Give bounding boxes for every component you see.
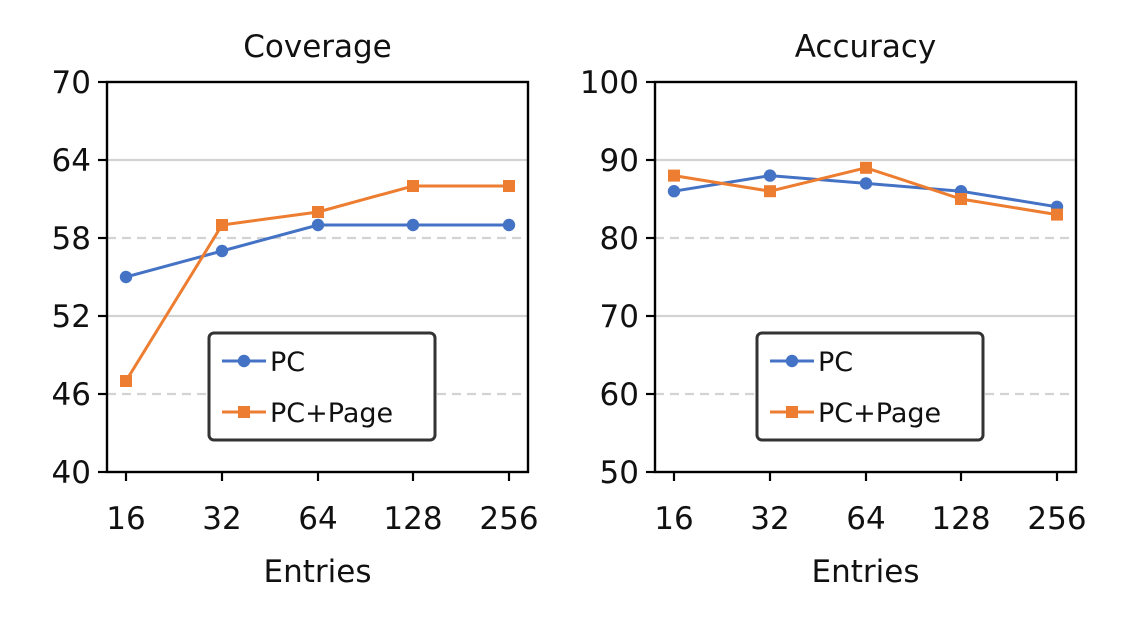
x-tick-label: 256 xyxy=(1027,501,1086,537)
y-tick-label: 90 xyxy=(600,143,639,179)
legend-label: PC+Page xyxy=(818,398,941,429)
x-tick-label: 128 xyxy=(383,501,442,537)
chart-panel-1: 40 46 52 58 64 70 16 32 64 128 256 Coverage Entries P… xyxy=(52,29,539,590)
y-tick-label: 100 xyxy=(580,65,639,101)
data-point xyxy=(667,185,681,198)
legend-marker xyxy=(238,406,250,418)
data-point xyxy=(764,185,776,198)
x-tick-label: 64 xyxy=(298,501,337,537)
y-tick-label: 64 xyxy=(52,143,91,179)
data-point xyxy=(407,180,419,192)
data-point xyxy=(1051,208,1063,221)
y-tick-label: 40 xyxy=(52,455,91,491)
y-tick-label: 50 xyxy=(600,455,639,491)
chart-title: Coverage xyxy=(243,29,392,65)
y-tick-label: 70 xyxy=(52,65,91,101)
x-tick-label: 64 xyxy=(846,501,885,537)
x-axis-label: Entries xyxy=(812,554,920,590)
x-tick-label: 32 xyxy=(750,501,789,537)
data-point xyxy=(119,270,133,284)
legend-label: PC xyxy=(818,347,853,378)
data-point xyxy=(668,169,680,182)
data-point xyxy=(859,177,873,190)
series-line-pc-page xyxy=(673,166,1058,217)
data-point xyxy=(503,180,515,192)
legend-marker xyxy=(786,406,798,418)
data-point xyxy=(955,193,967,205)
y-tick-label: 52 xyxy=(52,299,91,335)
x-tick-label: 16 xyxy=(654,501,693,537)
data-point xyxy=(312,206,324,218)
x-tick-label: 16 xyxy=(106,501,145,537)
legend-label: PC+Page xyxy=(270,398,393,429)
data-point xyxy=(120,375,132,387)
data-point xyxy=(216,219,228,231)
data-point xyxy=(406,218,420,232)
y-tick-label: 46 xyxy=(52,377,91,413)
y-tick-label: 80 xyxy=(600,221,639,257)
chart-panel-2: 50 60 70 80 90 100 16 32 64 128 256 Accuracy Entries… xyxy=(580,29,1087,590)
x-axis-label: Entries xyxy=(264,554,372,590)
y-tick-label: 60 xyxy=(600,377,639,413)
chart-title: Accuracy xyxy=(795,29,937,65)
data-point xyxy=(860,161,872,174)
legend-marker xyxy=(785,354,799,368)
series-line-pc xyxy=(125,223,509,279)
x-tick-label: 256 xyxy=(479,501,538,537)
data-point xyxy=(215,244,229,258)
legend-label: PC xyxy=(270,347,305,378)
data-point xyxy=(311,218,325,232)
data-point xyxy=(763,169,777,182)
data-point xyxy=(502,218,516,232)
x-tick-label: 32 xyxy=(202,501,241,537)
y-tick-label: 58 xyxy=(52,221,91,257)
y-tick-label: 70 xyxy=(600,299,639,335)
x-tick-label: 128 xyxy=(931,501,990,537)
legend-marker xyxy=(237,354,251,368)
